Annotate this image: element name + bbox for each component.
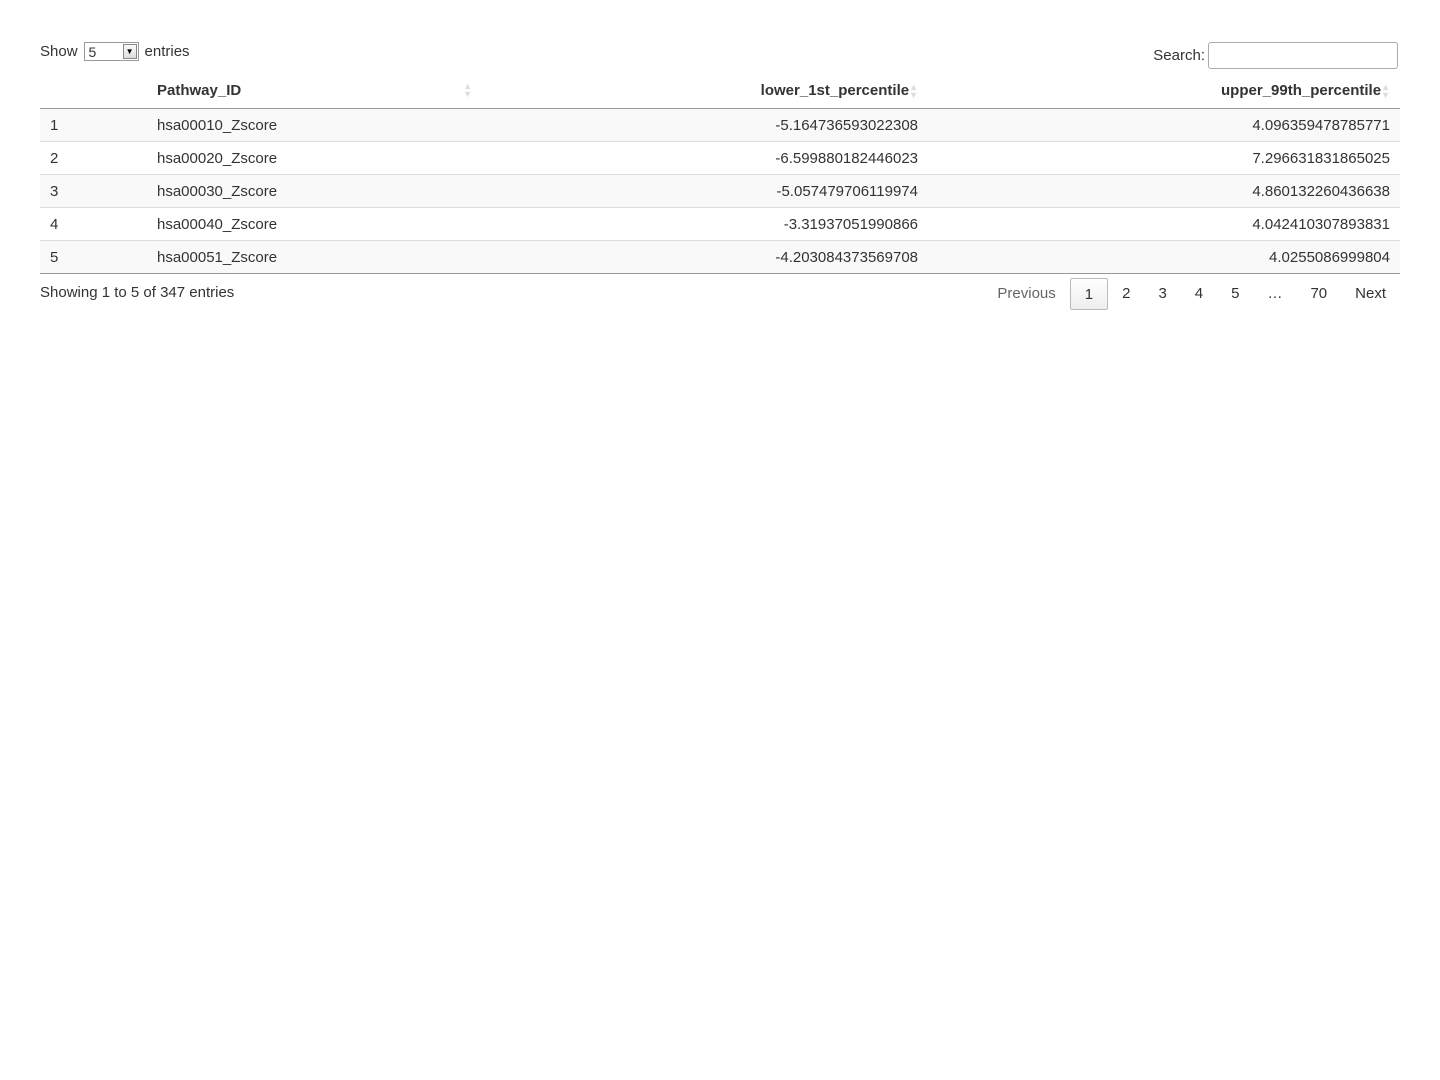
page-button-70[interactable]: 70	[1310, 285, 1328, 302]
cell-index: 4	[40, 207, 147, 241]
cell-pathway-id: hsa00010_Zscore	[147, 108, 478, 142]
cell-index: 5	[40, 240, 147, 274]
column-header-pathway-id[interactable]: Pathway_ID ▲ ▼	[147, 73, 478, 109]
header-label: upper_99th_percentile	[1221, 81, 1382, 99]
column-header-lower-1st-percentile[interactable]: lower_1st_percentile▲ ▼	[478, 73, 928, 109]
table-row: 1 hsa00010_Zscore -5.164736593022308 4.0…	[40, 108, 1400, 142]
page-button-1[interactable]: 1	[1069, 278, 1109, 310]
entries-select-value: 5	[88, 43, 97, 60]
sort-icon: ▲ ▼	[463, 81, 472, 99]
column-header-upper-99th-percentile[interactable]: upper_99th_percentile▲ ▼	[928, 73, 1400, 109]
page-button-2[interactable]: 2	[1122, 285, 1131, 302]
table-row: 2 hsa00020_Zscore -6.599880182446023 7.2…	[40, 141, 1400, 175]
previous-button[interactable]: Previous	[997, 285, 1056, 302]
cell-pathway-id: hsa00040_Zscore	[147, 207, 478, 241]
page-button-4[interactable]: 4	[1194, 285, 1204, 302]
cell-index: 3	[40, 174, 147, 208]
cell-index: 2	[40, 141, 147, 175]
cell-upper: 4.0255086999804	[928, 240, 1400, 274]
search-control: Search:	[1153, 42, 1398, 69]
length-control: Show 5 ▼ entries	[40, 42, 190, 61]
cell-pathway-id: hsa00020_Zscore	[147, 141, 478, 175]
search-input[interactable]	[1208, 42, 1398, 69]
next-button[interactable]: Next	[1355, 285, 1386, 302]
data-table: Pathway_ID ▲ ▼ lower_1st_percentile▲ ▼ uppe…	[40, 73, 1400, 274]
cell-lower: -5.164736593022308	[478, 108, 928, 142]
cell-index: 1	[40, 108, 147, 142]
table-row: 5 hsa00051_Zscore -4.203084373569708 4.0…	[40, 240, 1400, 274]
header-label: lower_1st_percentile	[760, 81, 910, 99]
pagination: Previous 1 2 3 4 5 … 70 Next	[983, 278, 1400, 310]
column-header-index[interactable]	[40, 73, 147, 109]
header-label: Pathway_ID	[157, 82, 242, 99]
cell-lower: -4.203084373569708	[478, 240, 928, 274]
table-row: 4 hsa00040_Zscore -3.31937051990866 4.04…	[40, 207, 1400, 241]
page-button-3[interactable]: 3	[1158, 285, 1167, 302]
cell-upper: 4.042410307893831	[928, 207, 1400, 241]
cell-lower: -5.057479706119974	[478, 174, 928, 208]
cell-pathway-id: hsa00030_Zscore	[147, 174, 478, 208]
sort-icon: ▲ ▼	[1381, 82, 1390, 101]
table-info: Showing 1 to 5 of 347 entries	[40, 284, 235, 301]
search-label: Search:	[1153, 47, 1205, 64]
cell-lower: -6.599880182446023	[478, 141, 928, 175]
sort-icon: ▲ ▼	[909, 82, 918, 101]
cell-pathway-id: hsa00051_Zscore	[147, 240, 478, 274]
show-label: Show	[40, 43, 78, 60]
chevron-down-icon: ▼	[122, 44, 137, 59]
cell-upper: 4.096359478785771	[928, 108, 1400, 142]
header-row: Pathway_ID ▲ ▼ lower_1st_percentile▲ ▼ uppe…	[40, 73, 1400, 109]
cell-lower: -3.31937051990866	[478, 207, 928, 241]
entries-select[interactable]: 5 ▼	[83, 42, 139, 61]
cell-upper: 7.296631831865025	[928, 141, 1400, 175]
page-button-5[interactable]: 5	[1231, 285, 1240, 302]
cell-upper: 4.860132260436638	[928, 174, 1400, 208]
pagination-ellipsis: …	[1267, 285, 1283, 302]
entries-label: entries	[144, 43, 190, 60]
table-row: 3 hsa00030_Zscore -5.057479706119974 4.8…	[40, 174, 1400, 208]
